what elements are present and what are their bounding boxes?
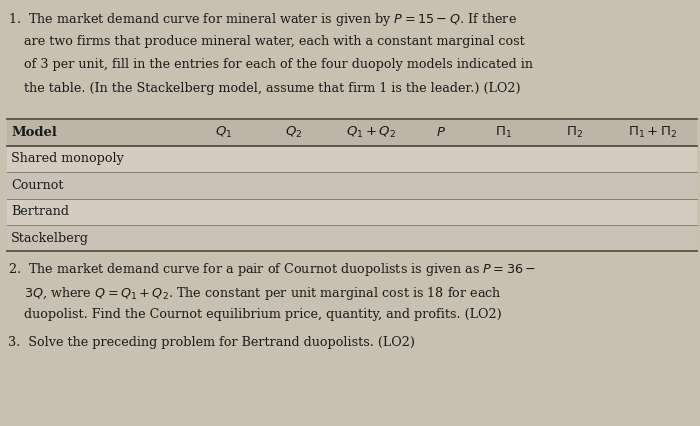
- Text: $\Pi_1 + \Pi_2$: $\Pi_1 + \Pi_2$: [628, 125, 678, 140]
- Text: $\Pi_2$: $\Pi_2$: [566, 125, 582, 140]
- Text: Cournot: Cournot: [11, 179, 64, 192]
- FancyBboxPatch shape: [7, 199, 696, 225]
- Text: Model: Model: [11, 126, 57, 139]
- Text: duopolist. Find the Cournot equilibrium price, quantity, and profits. (LO2): duopolist. Find the Cournot equilibrium …: [8, 308, 502, 322]
- Text: 3.  Solve the preceding problem for Bertrand duopolists. (LO2): 3. Solve the preceding problem for Bertr…: [8, 336, 415, 349]
- FancyBboxPatch shape: [7, 119, 696, 146]
- Text: $\Pi_1$: $\Pi_1$: [496, 125, 512, 140]
- Text: are two firms that produce mineral water, each with a constant marginal cost: are two firms that produce mineral water…: [8, 35, 525, 48]
- Text: $3Q$, where $Q = Q_1 + Q_2$. The constant per unit marginal cost is 18 for each: $3Q$, where $Q = Q_1 + Q_2$. The constan…: [8, 285, 502, 302]
- Text: Bertrand: Bertrand: [11, 205, 69, 218]
- Text: $P$: $P$: [436, 126, 446, 139]
- FancyBboxPatch shape: [7, 225, 696, 251]
- Text: $Q_2$: $Q_2$: [286, 125, 302, 140]
- Text: the table. (In the Stackelberg model, assume that firm 1 is the leader.) (LO2): the table. (In the Stackelberg model, as…: [8, 82, 521, 95]
- Text: of 3 per unit, fill in the entries for each of the four duopoly models indicated: of 3 per unit, fill in the entries for e…: [8, 58, 533, 72]
- FancyBboxPatch shape: [7, 119, 696, 251]
- Text: Shared monopoly: Shared monopoly: [11, 153, 124, 165]
- Text: 2.  The market demand curve for a pair of Cournot duopolists is given as $P = 36: 2. The market demand curve for a pair of…: [8, 261, 537, 278]
- FancyBboxPatch shape: [7, 146, 696, 172]
- FancyBboxPatch shape: [7, 172, 696, 199]
- Text: $Q_1$: $Q_1$: [216, 125, 232, 140]
- Text: Stackelberg: Stackelberg: [11, 232, 89, 245]
- Text: $Q_1 + Q_2$: $Q_1 + Q_2$: [346, 125, 396, 140]
- Text: 1.  The market demand curve for mineral water is given by $P = 15 - Q$. If there: 1. The market demand curve for mineral w…: [8, 11, 517, 28]
